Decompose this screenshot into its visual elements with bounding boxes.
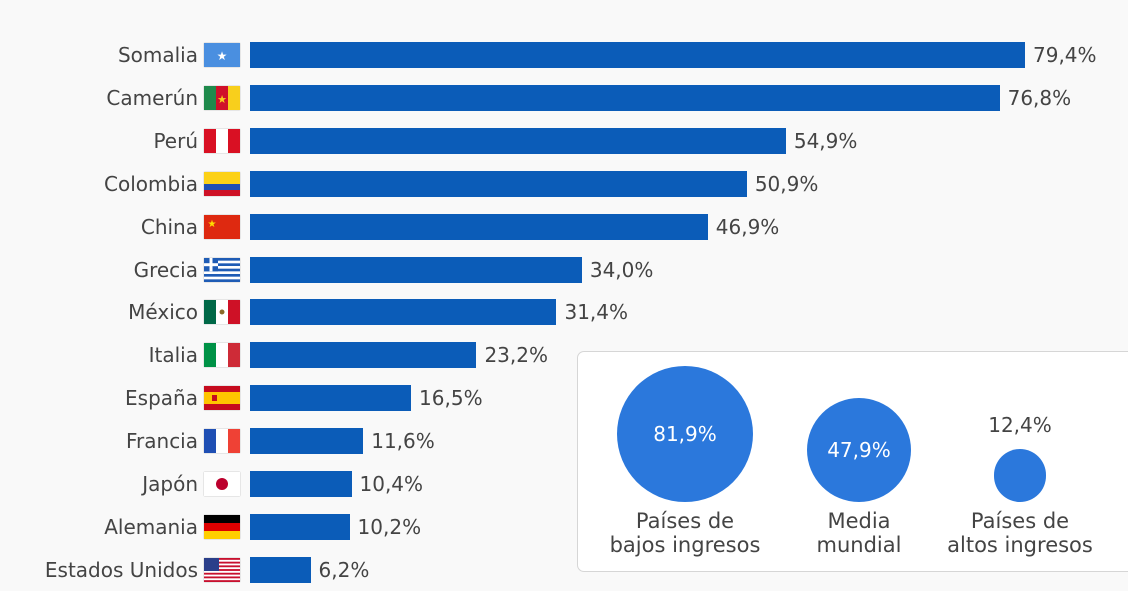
mexico-flag-icon (204, 300, 240, 325)
label-line: mundial (816, 533, 902, 557)
bar (250, 556, 311, 583)
somalia-flag-icon: ★ (204, 43, 240, 67)
category-label: Grecia (133, 257, 198, 282)
category-label: España (125, 386, 198, 411)
cameroon-flag-icon: ★ (204, 85, 240, 110)
label-line: altos ingresos (947, 533, 1093, 557)
bubble-category-label: Media mundial (759, 509, 959, 557)
value-label: 79,4% (1033, 43, 1097, 67)
svg-text:★: ★ (217, 49, 228, 63)
category-label: Japón (142, 472, 198, 496)
value-label: 10,4% (359, 472, 424, 496)
bar (250, 342, 477, 369)
bubble-value-label: 12,4% (988, 413, 1052, 438)
category-label: Camerún (106, 85, 198, 110)
bubble: 81,9% (617, 366, 753, 502)
value-label: 10,2% (357, 514, 422, 539)
bubble-value-label: 47,9% (827, 437, 891, 462)
bubble: 47,9% (806, 397, 911, 502)
value-label: 23,2% (484, 343, 548, 368)
peru-flag-icon (204, 128, 240, 153)
value-label: 6,2% (318, 557, 370, 582)
label-line: bajos ingresos (609, 533, 761, 557)
france-flag-icon (204, 429, 240, 454)
svg-text:★: ★ (217, 93, 227, 106)
category-label: Estados Unidos (44, 557, 198, 582)
spain-flag-icon (204, 386, 240, 411)
category-label: Alemania (104, 514, 198, 539)
category-label: Francia (125, 429, 198, 454)
value-label: 46,9% (715, 214, 780, 239)
value-label: 34,0% (589, 257, 654, 282)
bubble-category-label: Países de altos ingresos (920, 509, 1120, 557)
category-label: China (140, 214, 198, 239)
bar (250, 170, 747, 197)
category-label: México (128, 300, 198, 325)
category-label: Colombia (104, 171, 198, 196)
category-label: Perú (153, 128, 198, 153)
greece-flag-icon (204, 257, 240, 282)
japan-flag-icon (204, 472, 240, 496)
label-line: Países de (970, 509, 1070, 533)
bubble-category-label: Países de bajos ingresos (585, 509, 785, 557)
category-label: Italia (148, 343, 198, 368)
bar (250, 471, 352, 497)
label-line: Media (827, 509, 891, 533)
value-label: 50,9% (754, 171, 819, 196)
bar (250, 42, 1025, 68)
value-label: 76,8% (1007, 85, 1072, 110)
value-label: 16,5% (419, 386, 483, 411)
bubble-value-label: 81,9% (653, 422, 717, 446)
germany-flag-icon (204, 514, 240, 539)
label-line: Países de (635, 509, 735, 533)
china-flag-icon: ★ (204, 214, 240, 239)
bar (250, 127, 786, 154)
bar (250, 513, 350, 540)
bubble-value: 12,4% (970, 413, 1070, 437)
bar (250, 299, 557, 326)
bar (250, 256, 582, 283)
bar (250, 428, 364, 455)
svg-text:★: ★ (208, 219, 217, 230)
value-label: 11,6% (371, 429, 435, 454)
bubble (993, 449, 1047, 502)
colombia-flag-icon (204, 171, 240, 196)
usa-flag-icon (204, 557, 240, 582)
bar (250, 385, 412, 412)
category-label: Somalia (117, 43, 198, 67)
value-label: 31,4% (564, 300, 629, 325)
income-comparison-panel: 81,9% Países de bajos ingresos 47,9% Media mu… (577, 351, 1128, 572)
value-label: 54,9% (793, 128, 858, 153)
italy-flag-icon (204, 343, 240, 368)
bar (250, 213, 708, 240)
bar (250, 84, 1000, 111)
